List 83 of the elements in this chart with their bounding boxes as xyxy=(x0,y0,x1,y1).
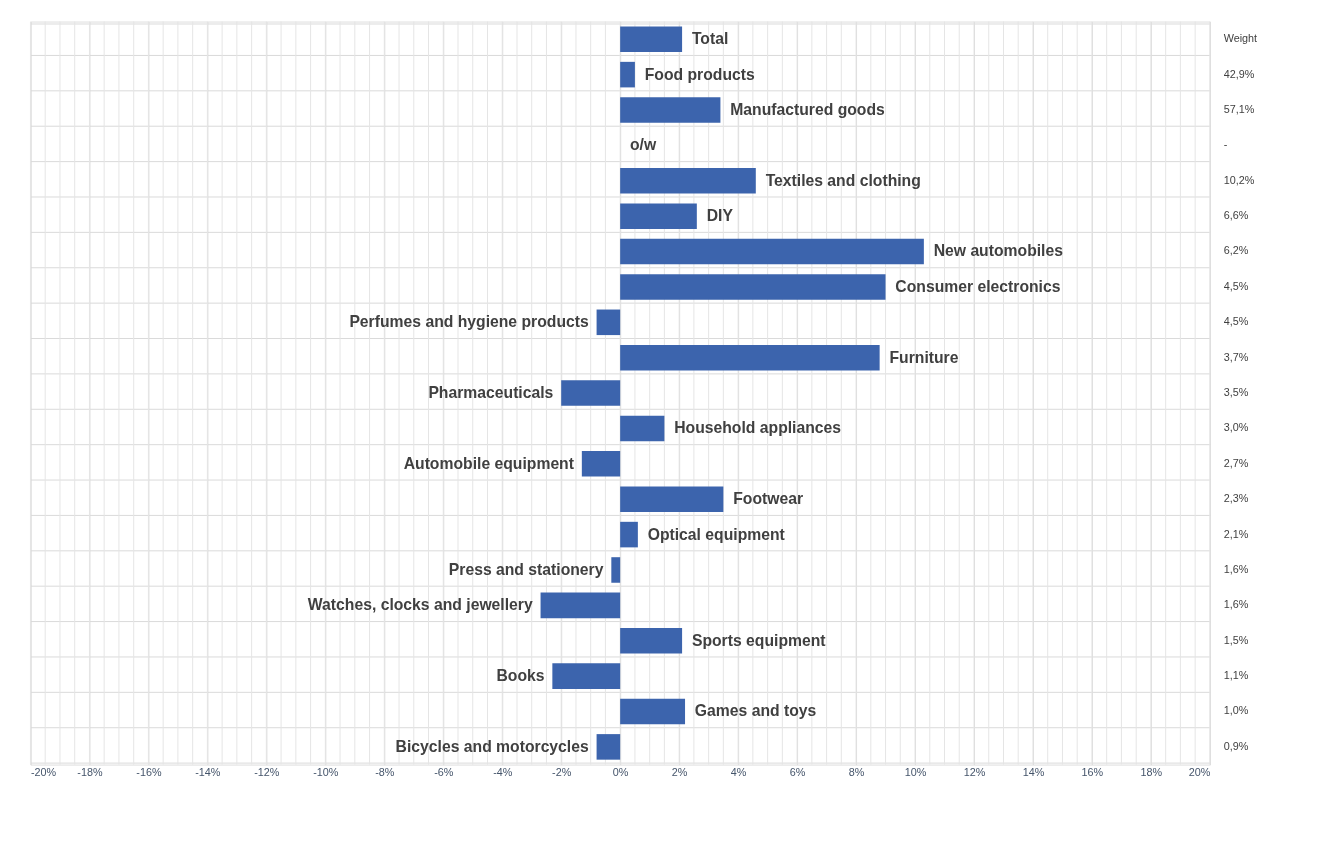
y2-tick-label: 57,1% xyxy=(1223,102,1255,115)
bar xyxy=(620,238,924,265)
y-tick-label: Automobile equipment xyxy=(403,454,575,472)
y2-tick-label: - xyxy=(1223,138,1228,151)
y-tick-label: Books xyxy=(496,667,545,685)
x-tick-label: 4% xyxy=(730,765,747,778)
y-tick-label: Household appliances xyxy=(674,419,842,437)
x-tick-label: -10% xyxy=(313,765,339,778)
x-tick-label: -18% xyxy=(77,765,103,778)
x-tick-label: -8% xyxy=(375,765,395,778)
bar xyxy=(620,415,665,442)
x-tick-label: -4% xyxy=(493,765,513,778)
y2-tick-label: 2,1% xyxy=(1223,527,1249,540)
bar xyxy=(581,451,621,477)
y2-tick-label: 1,1% xyxy=(1223,669,1249,682)
bar xyxy=(596,734,621,760)
y-tick-label: Total xyxy=(691,30,729,48)
bar xyxy=(552,663,621,689)
y2-tick-label: 10,2% xyxy=(1223,173,1255,186)
y-tick-label: Consumer electronics xyxy=(895,277,1061,295)
y2-tick-label: 1,5% xyxy=(1223,633,1249,646)
bar xyxy=(611,557,621,583)
y2-tick-label: 2,7% xyxy=(1223,456,1249,469)
x-tick-label: -6% xyxy=(434,765,454,778)
x-tick-label: -16% xyxy=(136,765,162,778)
x-tick-label: -12% xyxy=(254,765,280,778)
bar xyxy=(596,309,621,336)
x-tick-label: -20% xyxy=(30,765,57,778)
y2-tick-label: 6,6% xyxy=(1223,209,1249,222)
x-tick-label: 18% xyxy=(1140,765,1163,778)
y-tick-label: Pharmaceuticals xyxy=(428,383,554,401)
y-tick-label: Watches, clocks and jewellery xyxy=(307,596,533,614)
y2-tick-label: Weight xyxy=(1223,32,1258,45)
bar xyxy=(620,344,880,371)
bar xyxy=(620,521,638,548)
y2-tick-label: 6,2% xyxy=(1223,244,1249,257)
x-tick-label: 6% xyxy=(789,765,806,778)
x-tick-label: -14% xyxy=(195,765,221,778)
y-tick-label: o/w xyxy=(630,136,657,154)
y2-tick-label: 3,0% xyxy=(1223,421,1249,434)
bar xyxy=(620,627,683,654)
y2-tick-label: 4,5% xyxy=(1223,315,1249,328)
y2-tick-label: 0,9% xyxy=(1223,739,1249,752)
bar xyxy=(540,592,621,619)
x-tick-label: 10% xyxy=(904,765,927,778)
y-tick-label: Bicycles and motorcycles xyxy=(395,737,589,755)
y2-tick-label: 42,9% xyxy=(1223,67,1255,80)
x-tick-label: 0% xyxy=(612,765,629,778)
y2-tick-label: 1,0% xyxy=(1223,704,1249,717)
x-tick-label: 20% xyxy=(1188,765,1211,778)
x-tick-label: 14% xyxy=(1022,765,1045,778)
y-tick-label: Food products xyxy=(644,65,756,83)
bar xyxy=(620,274,886,300)
y-tick-label: DIY xyxy=(706,207,734,225)
y-tick-label: Sports equipment xyxy=(691,631,827,649)
x-tick-label: 2% xyxy=(671,765,688,778)
y2-tick-label: 1,6% xyxy=(1223,562,1249,575)
y-tick-label: Games and toys xyxy=(694,702,817,720)
bar xyxy=(620,203,697,229)
y2-tick-label: 4,5% xyxy=(1223,279,1249,292)
y-tick-label: Perfumes and hygiene products xyxy=(349,313,589,331)
y2-tick-label: 1,6% xyxy=(1223,598,1249,611)
y-tick-label: Textiles and clothing xyxy=(765,171,921,189)
bar xyxy=(620,698,686,725)
bar xyxy=(620,61,635,88)
bar xyxy=(620,486,724,512)
y-tick-label: Furniture xyxy=(889,348,959,366)
bar xyxy=(620,26,683,53)
y2-tick-label: 2,3% xyxy=(1223,492,1249,505)
y2-tick-label: 3,5% xyxy=(1223,386,1249,399)
y-tick-label: Optical equipment xyxy=(647,525,786,543)
y-tick-label: Footwear xyxy=(733,490,804,508)
y-tick-label: Press and stationery xyxy=(448,560,604,578)
x-tick-label: 16% xyxy=(1081,765,1104,778)
x-tick-label: -2% xyxy=(552,765,572,778)
bar xyxy=(620,97,721,123)
x-tick-label: 8% xyxy=(848,765,865,778)
y-tick-label: Manufactured goods xyxy=(730,100,886,118)
y2-tick-label: 3,7% xyxy=(1223,350,1249,363)
bar xyxy=(561,380,621,406)
bar xyxy=(620,168,756,194)
y-tick-label: New automobiles xyxy=(933,242,1064,260)
x-tick-label: 12% xyxy=(963,765,986,778)
